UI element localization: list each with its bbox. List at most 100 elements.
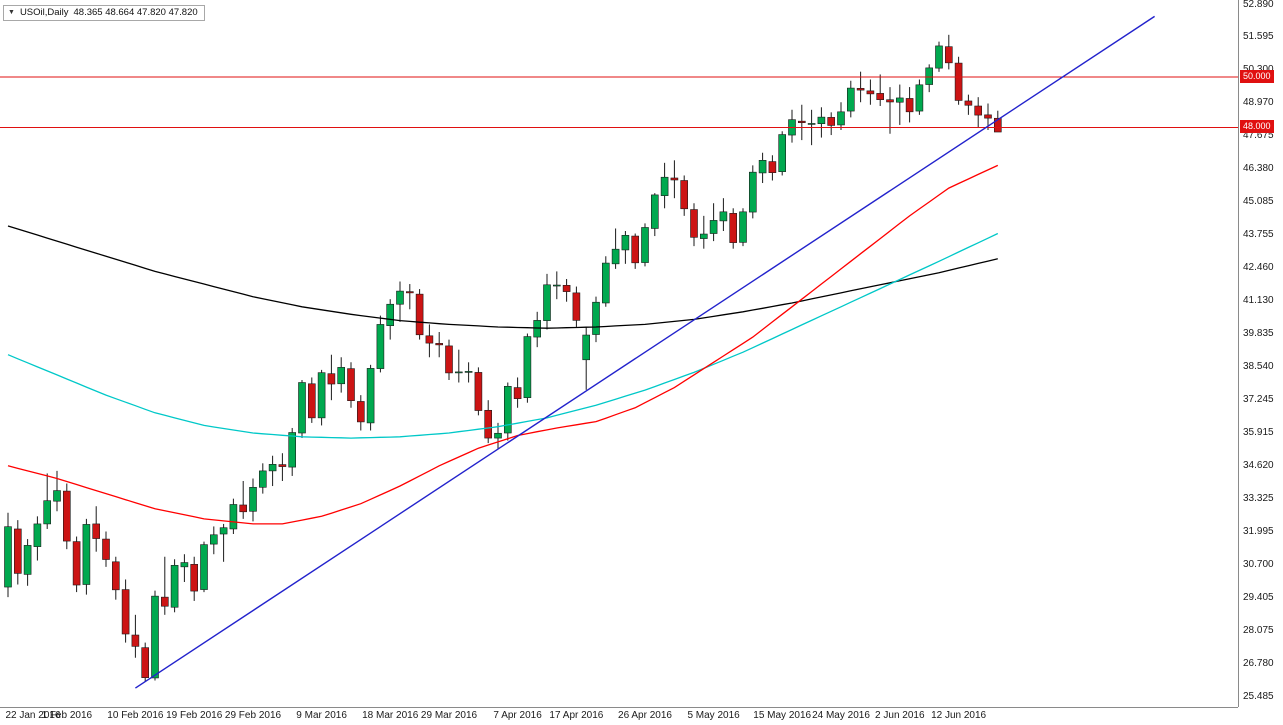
y-axis-label: 39.835 [1243,328,1274,340]
y-axis-label: 42.460 [1243,261,1274,273]
chart-plot-area[interactable] [0,0,1238,707]
y-axis-label: 37.245 [1243,393,1274,405]
candle-down [984,114,992,119]
candle-down [327,373,336,385]
candle-up [258,470,267,488]
y-axis-label: 25.485 [1243,690,1274,702]
candle-up [778,134,787,172]
candle-down [121,589,130,635]
candle-up [915,84,924,112]
candle-down [886,99,894,103]
candle-up [317,372,326,419]
x-axis-label: 7 Apr 2016 [493,710,542,721]
y-axis-label: 26.780 [1243,657,1274,669]
candle-down [680,180,689,210]
candle-up [925,67,934,85]
y-axis-label: 47.675 [1243,130,1274,142]
y-axis-label: 28.075 [1243,625,1274,637]
symbol-timeframe-label: USOil,Daily [19,7,69,18]
candle-up [846,87,855,112]
trendline[interactable] [135,15,1155,689]
candle-down [102,538,110,560]
candle-up [611,248,620,265]
candle-down [954,62,963,101]
candle-down [827,117,836,126]
y-axis-label: 48.970 [1243,97,1274,109]
candle-down [425,335,434,344]
candle-up [454,371,463,374]
candle-down [866,90,875,95]
x-axis-label: 22 Jan 2016 [5,710,61,721]
candle-up [337,367,346,385]
candle-down [690,209,698,238]
candle-down [356,401,365,423]
candle-down [62,490,71,542]
x-axis-label: 10 Feb 2016 [107,710,164,721]
candle-down [474,372,483,411]
candle-down [112,561,120,591]
candle-up [837,111,845,126]
y-axis-label: 38.540 [1243,360,1274,372]
y-axis-label: 33.325 [1243,492,1274,504]
ohlc-quote-label: 48.365 48.664 47.820 47.820 [73,7,198,18]
candle-down [14,528,22,574]
y-axis-label: 29.405 [1243,591,1274,603]
candle-up [650,194,659,229]
candle-up [464,371,473,373]
candle-up [709,220,718,234]
y-axis-label: 51.595 [1243,31,1274,43]
candle-up [298,382,306,434]
candle-up [601,262,610,304]
candle-down [131,634,140,647]
candle-down [631,235,640,264]
candle-down [190,564,198,592]
candle-up [523,336,532,398]
candle-up [592,301,600,335]
candle-down [876,93,885,101]
candle-up [268,464,277,472]
candle-down [964,100,973,106]
y-axis-label: 35.915 [1243,427,1274,439]
candle-down [974,105,983,116]
x-axis-label: 9 Mar 2016 [296,710,347,721]
y-axis-label: 41.130 [1243,295,1274,307]
price-axis[interactable]: 52.890 51.595 50.300 48.970 47.675 46.380 45.0… [1238,0,1283,707]
candle-up [219,527,228,535]
candle-up [4,526,12,588]
candle-up [739,211,747,243]
candle-up [288,432,297,468]
candle-down [445,345,453,374]
candle-down [562,284,571,292]
candle-up [180,562,189,568]
y-axis-label: 45.085 [1243,195,1274,207]
ma-black-line [7,225,998,329]
y-axis-label: 34.620 [1243,459,1274,471]
candle-up [200,544,208,590]
candle-up [82,524,91,585]
x-axis-label: 26 Apr 2016 [618,710,672,721]
candle-up [396,290,404,305]
candle-up [699,233,708,239]
candle-up [748,171,757,213]
candle-up [641,227,649,263]
time-axis[interactable]: 22 Jan 2016 1 Feb 2016 10 Feb 2016 19 Feb 2… [0,707,1238,725]
candle-up [758,160,767,174]
x-axis-label: 29 Feb 2016 [224,710,282,721]
candle-up [53,490,61,502]
candle-down [797,120,806,123]
y-axis-label: 50.300 [1243,64,1274,75]
candle-up [817,116,826,124]
candle-down [239,504,247,513]
candle-up [621,234,630,251]
candle-up [543,284,551,321]
candle-up [366,368,375,424]
collapse-arrow-icon[interactable]: ▼ [8,9,15,16]
candle-up [503,385,512,434]
candle-up [229,504,238,530]
x-axis-label: 12 Jun 2016 [931,710,987,721]
candle-up [807,123,816,125]
candle-down [405,291,414,294]
candle-down [278,464,287,467]
x-axis-label: 5 May 2016 [687,710,740,721]
candle-down [347,368,355,401]
